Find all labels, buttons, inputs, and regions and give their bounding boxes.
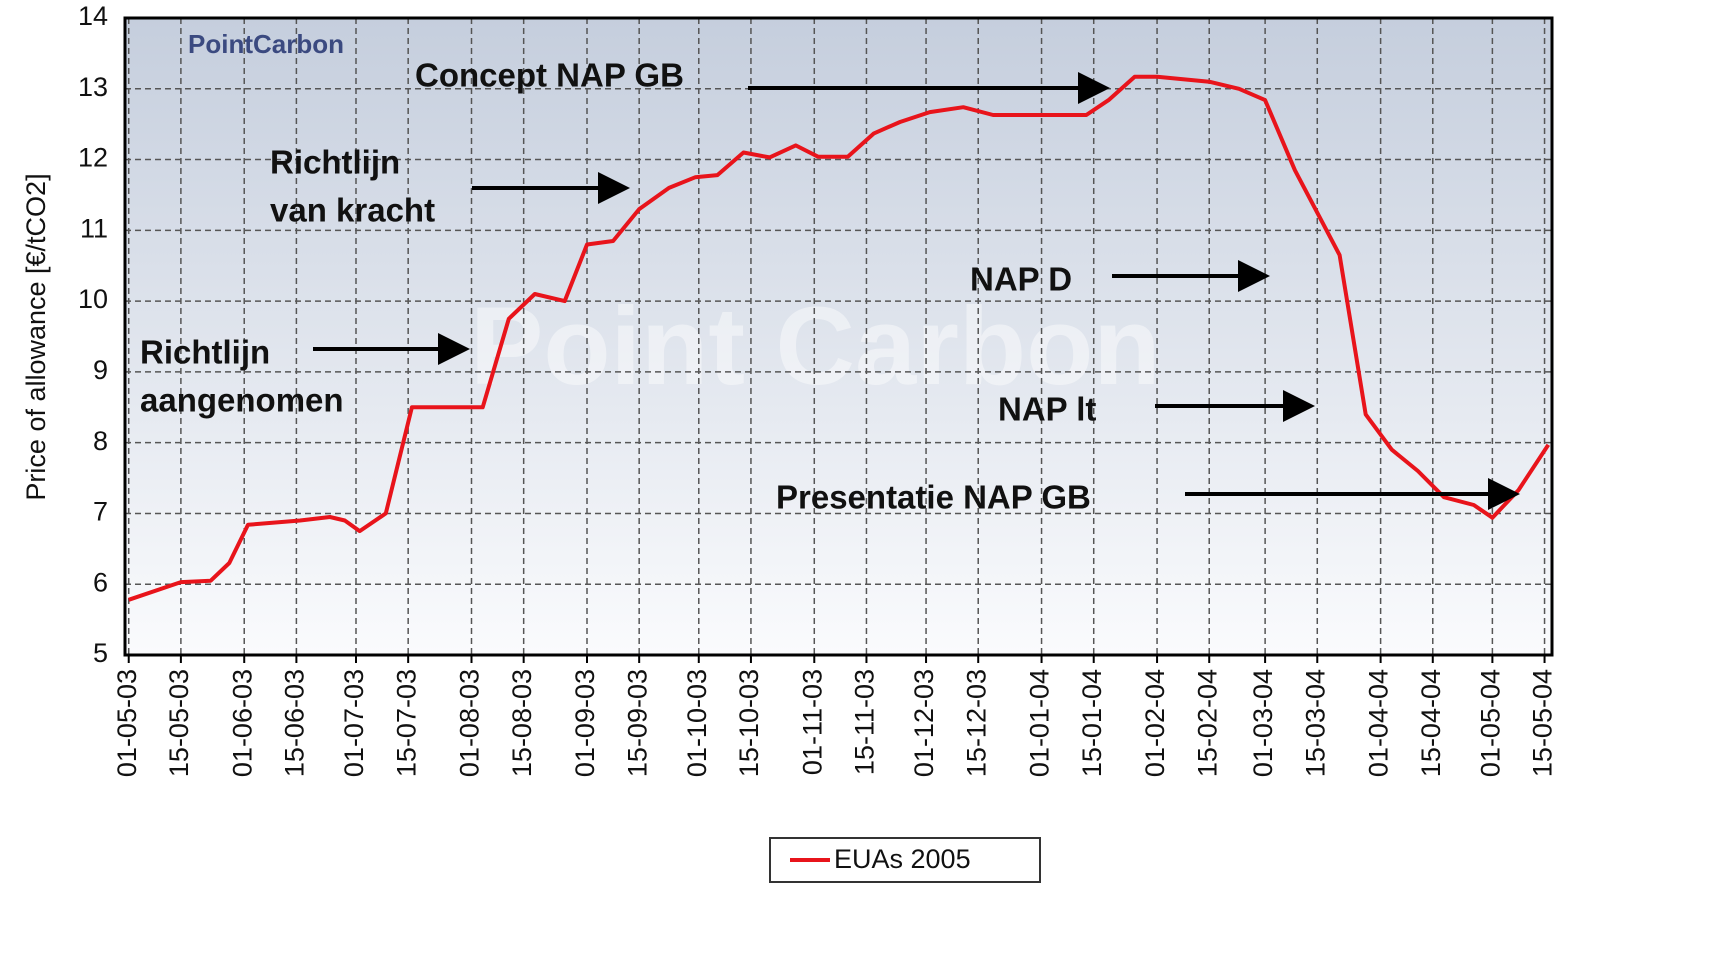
- x-tick-label: 01-06-03: [227, 669, 257, 777]
- x-tick-label: 01-09-03: [570, 669, 600, 777]
- y-tick-label: 14: [78, 1, 108, 31]
- annotation-text: NAP lt: [998, 391, 1096, 428]
- x-tick-label: 01-03-04: [1248, 669, 1278, 777]
- x-tick-label: 01-11-03: [797, 669, 827, 775]
- watermark: Point Carbon: [470, 285, 1161, 408]
- x-tick-label: 01-05-04: [1476, 669, 1506, 777]
- x-tick-label: 15-08-03: [507, 669, 537, 777]
- legend-label: EUAs 2005: [834, 844, 971, 874]
- y-tick-label: 12: [78, 143, 108, 173]
- y-tick-label: 11: [80, 213, 108, 243]
- x-tick-label: 15-03-04: [1300, 669, 1330, 777]
- y-tick-label: 6: [93, 567, 108, 597]
- annotation-text: aangenomen: [140, 382, 344, 419]
- y-axis-label: Price of allowance [€/tCO2]: [21, 173, 51, 500]
- logo: PointCarbon: [188, 29, 344, 59]
- plot: [128, 74, 1550, 602]
- x-tick-label: 15-04-04: [1416, 669, 1446, 777]
- x-tick-label: 01-02-04: [1140, 669, 1170, 777]
- x-tick-label: 15-05-04: [1528, 669, 1558, 777]
- x-tick-label: 15-05-03: [164, 669, 194, 777]
- x-tick-label: 01-12-03: [909, 669, 939, 777]
- x-tick-label: 15-09-03: [622, 669, 652, 777]
- x-tick-label: 01-07-03: [339, 669, 369, 777]
- x-tick-label: 15-06-03: [280, 669, 310, 777]
- annotation-text: Concept NAP GB: [415, 57, 684, 94]
- x-tick-label: 15-02-04: [1192, 669, 1222, 777]
- x-tick-label: 15-11-03: [850, 669, 880, 775]
- annotations: Concept NAP GB Richtlijn van kracht Richtli…: [140, 57, 1520, 516]
- data-line: [128, 74, 1550, 602]
- x-tick-label: 01-05-03: [112, 669, 142, 777]
- y-tick-label: 5: [93, 638, 108, 668]
- annotation-text: NAP D: [970, 261, 1072, 298]
- grid: [125, 17, 1552, 656]
- y-tick-label: 13: [78, 72, 108, 102]
- annotation-text: Presentatie NAP GB: [776, 479, 1091, 516]
- y-tick-label: 9: [93, 355, 108, 385]
- y-tick-label: 7: [93, 497, 108, 527]
- x-tick-label: 15-07-03: [391, 669, 421, 777]
- plot-frame: [123, 16, 1554, 657]
- x-tick-label: 01-08-03: [455, 669, 485, 777]
- x-tick-label: 15-10-03: [734, 669, 764, 777]
- x-tick-label: 01-10-03: [682, 669, 712, 777]
- y-tick-label: 8: [93, 426, 108, 456]
- x-tick-label: 15-01-04: [1077, 669, 1107, 777]
- annotation-text: Richtlijn: [140, 334, 270, 371]
- plot-area: [125, 18, 1552, 655]
- annotation-text: Richtlijn: [270, 144, 400, 181]
- y-tick-label: 10: [78, 284, 108, 314]
- x-tick-label: 01-04-04: [1364, 669, 1394, 777]
- x-tick-label: 15-12-03: [961, 669, 991, 777]
- x-tick-label: 01-01-04: [1025, 669, 1055, 777]
- annotation-text: van kracht: [270, 192, 435, 229]
